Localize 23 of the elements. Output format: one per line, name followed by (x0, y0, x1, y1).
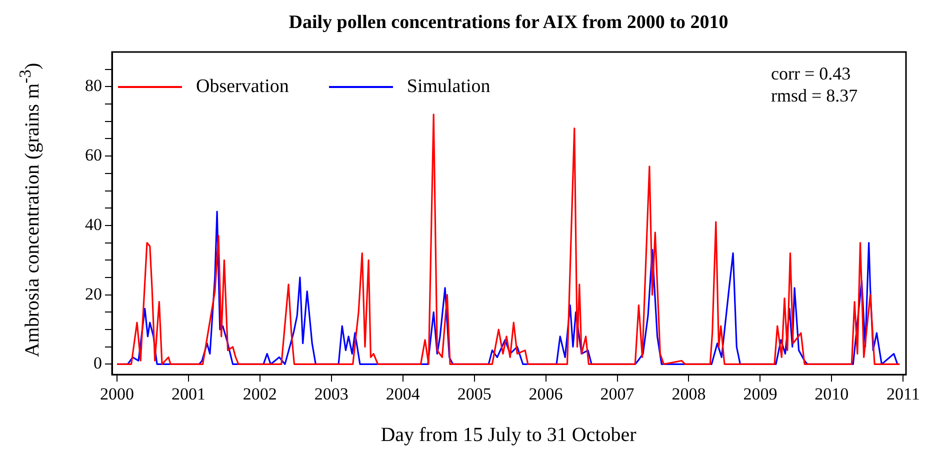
legend-label: Observation (196, 76, 289, 98)
x-tick-label: 2008 (672, 384, 706, 404)
x-tick-label: 2007 (600, 384, 635, 404)
annotation: rmsd = 8.37 (771, 86, 858, 106)
y-tick-label: 0 (94, 354, 102, 373)
x-tick-label: 2001 (171, 384, 206, 404)
x-tick-label: 2003 (314, 384, 348, 404)
x-tick-label: 2004 (386, 384, 420, 404)
x-tick-label: 2006 (528, 384, 563, 404)
x-tick-label: 2005 (457, 384, 492, 404)
x-tick-label: 2000 (100, 384, 134, 404)
chart-title: Daily pollen concentrations for AIX from 2000 to 2010 (288, 12, 730, 34)
annotation: corr = 0.43 (771, 64, 851, 84)
x-tick-label: 2002 (242, 384, 277, 404)
x-tick-label: 2010 (814, 384, 849, 404)
y-tick-label: 60 (85, 146, 102, 165)
x-tick-label: 2011 (886, 384, 920, 404)
y-tick-label: 20 (85, 284, 102, 304)
legend-label: Simulation (406, 76, 490, 98)
x-axis-title: Day from 15 July to 31 October (380, 424, 638, 447)
x-tick-label: 2009 (743, 384, 778, 404)
y-tick-label: 80 (85, 76, 102, 96)
y-tick-label: 40 (85, 214, 102, 234)
